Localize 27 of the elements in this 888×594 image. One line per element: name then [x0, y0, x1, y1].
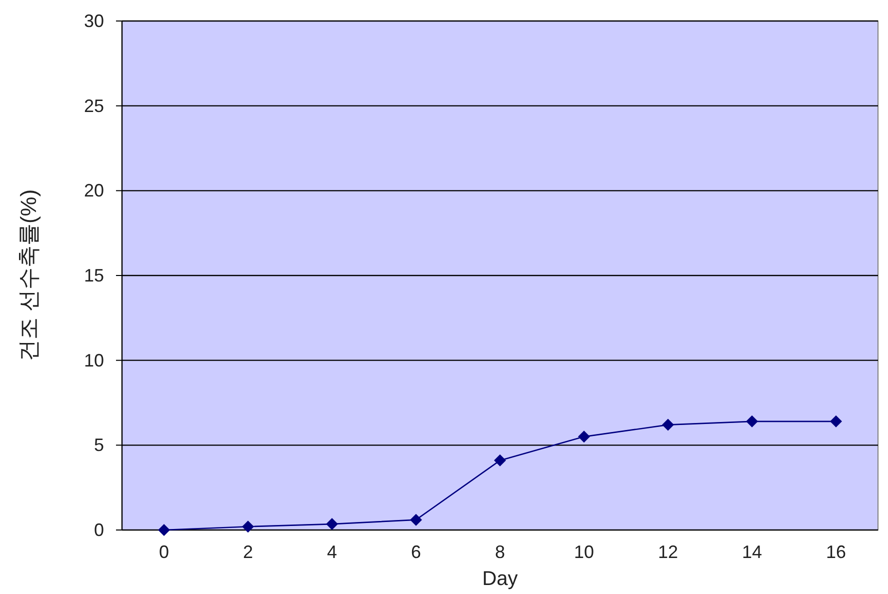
y-tick-label: 15: [84, 266, 104, 286]
x-tick-label: 10: [574, 542, 594, 562]
y-tick-label: 5: [94, 435, 104, 456]
point: [830, 415, 842, 428]
y-tick-label: 25: [84, 96, 104, 116]
point: [578, 430, 590, 443]
y-tick-label: 10: [84, 350, 104, 370]
point: [746, 415, 758, 428]
x-tick-label: 8: [494, 542, 506, 562]
x-tick-label: 12: [658, 542, 678, 562]
x-tick-label: 2: [242, 542, 254, 562]
x-tick-label: 0: [158, 542, 170, 562]
y-tick-label: 30: [84, 11, 104, 31]
x-tick-label: 14: [742, 542, 762, 562]
point: [410, 514, 422, 526]
x-tick-label: 16: [826, 542, 846, 562]
x-tick-label: 4: [326, 542, 338, 562]
y-tick-label: 0: [94, 520, 104, 540]
point: [662, 418, 674, 431]
x-axis-title: Day: [482, 568, 518, 590]
point: [326, 518, 338, 530]
x-tick-label: 6: [410, 542, 422, 562]
point: [158, 524, 170, 536]
y-axis-title: 건조 선수축률(%): [16, 189, 41, 362]
y-tick-label: 20: [84, 180, 104, 201]
point: [242, 520, 254, 533]
point: [494, 454, 506, 466]
